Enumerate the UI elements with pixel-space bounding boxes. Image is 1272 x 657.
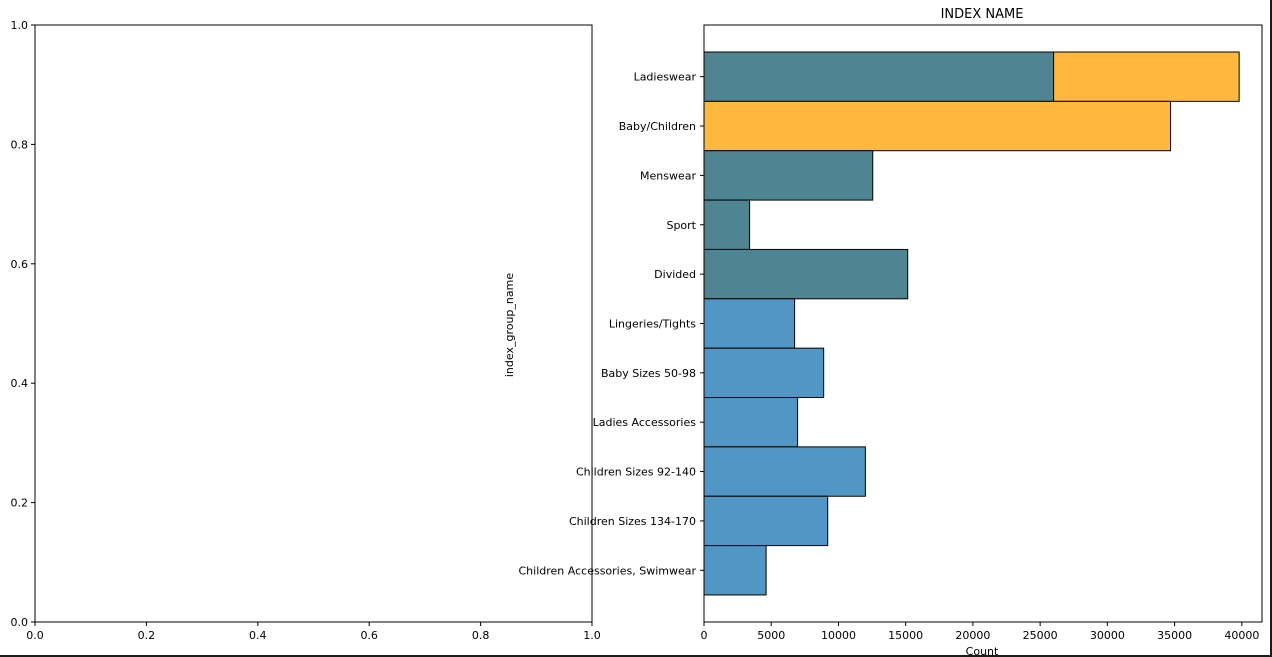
bar-axes: INDEX NAME Ladieswear Baby/Children Menswe… [503,7,1263,657]
empty-y-tick-label: 0.2 [11,497,29,510]
bar-series-group [703,51,1240,596]
bar-segment [703,397,799,448]
bar-segment [703,248,909,300]
category-label: Baby Sizes 50-98 [601,367,696,380]
empty-x-tick-label: 0.2 [138,629,156,642]
bar-segment [703,51,1055,102]
count-tick-label: 25000 [1023,629,1058,642]
empty-axes-x-ticks: 0.0 0.2 0.4 0.6 0.8 1.0 [26,622,601,642]
empty-x-tick-label: 0.4 [249,629,267,642]
empty-x-tick-label: 0.6 [360,629,378,642]
bar-segment [703,100,1172,152]
empty-axes-frame [34,24,593,623]
empty-axes: 0.0 0.2 0.4 0.6 0.8 1.0 0.0 0.2 0.4 0.6 0.8 1.0 [11,19,601,642]
bar-segment [703,347,825,399]
bar-segment [703,150,874,201]
category-label: Lingeries/Tights [609,317,696,330]
category-ticks: Ladieswear Baby/Children Menswear Sport Divi… [519,71,704,577]
empty-x-tick-label: 0.8 [472,629,490,642]
category-label: Sport [666,219,696,232]
bar-segment [703,545,767,596]
category-label: Children Sizes 92-140 [576,466,696,479]
y-axis-label: index_group_name [503,273,516,377]
category-label: Menswear [640,169,696,182]
category-label: Divided [654,268,696,281]
bar-segment [703,199,751,250]
empty-y-tick-label: 0.6 [11,258,29,271]
bar-segment [703,298,796,349]
count-axis-ticks: 0 5000 10000 15000 20000 25000 30000 35000 40000 [701,622,1259,642]
count-tick-label: 40000 [1224,629,1259,642]
count-tick-label: 0 [701,629,708,642]
count-tick-label: 35000 [1157,629,1192,642]
category-label: Baby/Children [619,120,696,133]
count-tick-label: 10000 [821,629,856,642]
empty-y-tick-label: 1.0 [11,19,29,32]
empty-y-tick-label: 0.8 [11,138,29,151]
category-label: Children Sizes 134-170 [569,515,696,528]
x-axis-label: Count [966,645,999,657]
empty-y-tick-label: 0.4 [11,377,29,390]
chart-title: INDEX NAME [941,7,1024,22]
count-tick-label: 5000 [757,629,785,642]
count-tick-label: 30000 [1090,629,1125,642]
count-tick-label: 15000 [888,629,923,642]
category-label: Children Accessories, Swimwear [519,564,697,577]
bar-segment [703,495,829,547]
count-tick-label: 20000 [955,629,990,642]
bar-segment [703,446,866,497]
empty-x-tick-label: 0.0 [26,629,44,642]
category-label: Ladies Accessories [593,416,697,429]
empty-axes-y-ticks: 0.0 0.2 0.4 0.6 0.8 1.0 [11,19,35,629]
bar-segment [1053,51,1240,102]
empty-y-tick-label: 0.0 [11,616,29,629]
category-label: Ladieswear [634,71,697,84]
empty-x-tick-label: 1.0 [583,629,601,642]
